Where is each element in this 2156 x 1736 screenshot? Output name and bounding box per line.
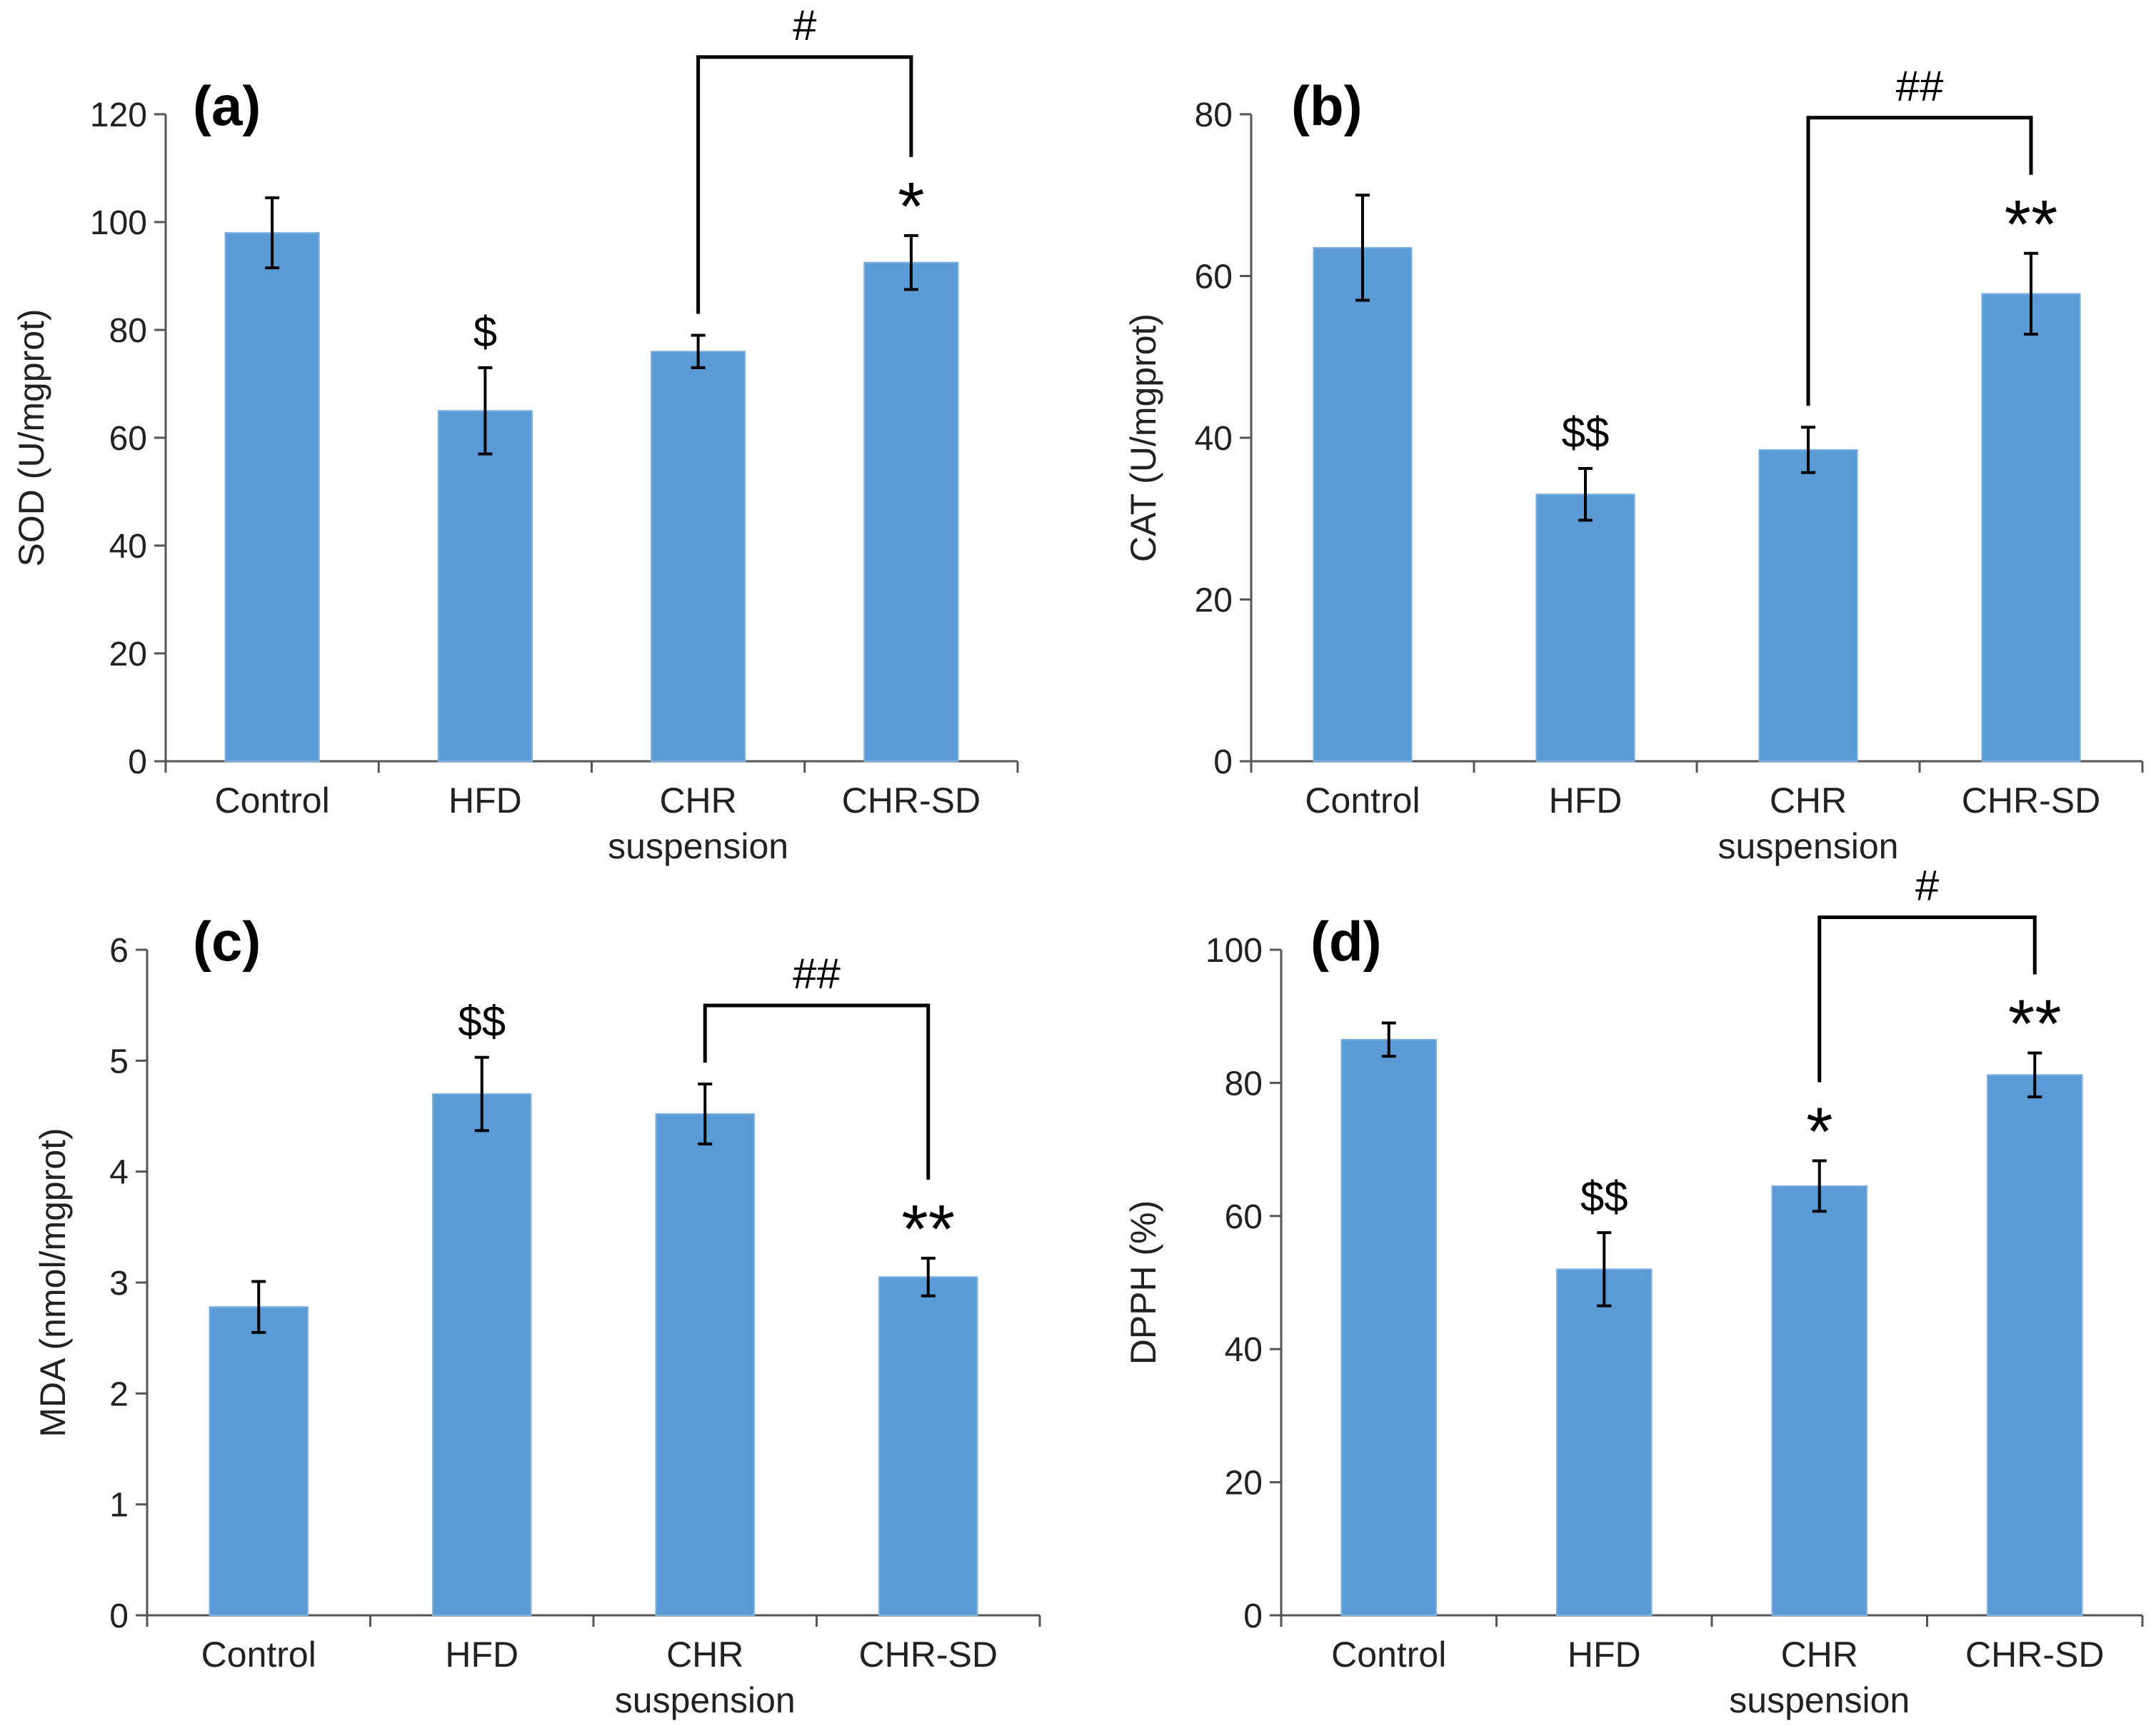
x-tick-label: Control [1305,781,1420,821]
panel-b: 0 20 40 60 80 CAT (U/mgprot) (b) Control HFD $$ CH… [1123,62,2144,866]
y-tick-label: 2 [109,1375,129,1413]
y-tick-label: 80 [1225,1065,1263,1103]
x-tick-label: CHR suspension [615,1635,796,1720]
bar [1771,1185,1868,1616]
bar [1986,1074,2083,1616]
significance-label: $ [473,308,497,356]
x-tick-label: Control [201,1635,316,1675]
bracket-label: ## [1896,62,1944,110]
y-tick-label: 100 [1205,932,1263,970]
y-axis-label: MDA (nmol/mgprot) [33,1128,73,1437]
bar [1981,293,2081,763]
y-tick-label: 0 [109,1597,129,1635]
significance-label: ** [2005,186,2058,263]
y-tick-label: 40 [1225,1331,1263,1369]
bar [1340,1038,1438,1616]
bracket-label: ## [793,950,841,998]
y-tick-label: 120 [90,96,147,134]
panel-label: (d) [1310,910,1382,973]
bar [1535,493,1635,763]
significance-label: $$ [1562,408,1610,456]
panel-label: (a) [193,74,261,137]
bar [655,1113,755,1616]
x-tick-label: HFD [448,781,522,821]
x-tick-label: CHR suspension [1729,1635,1910,1720]
y-tick-label: 80 [1195,96,1233,134]
y-tick-label: 40 [1195,420,1233,458]
panel-label: (c) [193,910,261,973]
panel-c: 0 1 2 3 4 5 6 MDA (nmol/mgprot) (c) Control HFD $$ C… [33,910,1041,1720]
y-tick-label: 100 [90,204,147,242]
x-tick-label: Control [215,781,330,821]
y-tick-label: 60 [1225,1198,1263,1236]
significance-label: * [898,169,924,245]
comparison-bracket [703,1003,931,1180]
x-tick-label: CHR-SD [1962,781,2100,821]
y-tick-label: 40 [109,528,147,566]
significance-label: ** [901,1191,955,1268]
y-tick-label: 60 [109,420,147,458]
significance-label: * [1806,1093,1832,1170]
bar [224,232,320,763]
x-tick-label: CHR-SD [1965,1635,2104,1675]
x-tick-label: CHR-SD [859,1635,998,1675]
significance-label: $$ [1580,1173,1628,1220]
x-tick-label: HFD [445,1635,518,1675]
significance-label: $$ [458,998,506,1045]
y-tick-label: 5 [109,1043,129,1080]
x-tick-label: HFD [1549,781,1623,821]
panel-a: 0 20 40 60 80 100 120 SOD (U/mgprot) (a) Control H… [11,1,1019,866]
y-tick-label: 20 [109,636,147,673]
y-tick-label: 3 [109,1265,129,1303]
x-tick-label: HFD [1568,1635,1641,1675]
y-tick-label: 20 [1225,1465,1263,1502]
panel-d: 0 20 40 60 80 100 DPPH (%) (d) Control HFD $$ CHR su… [1123,861,2144,1720]
y-tick-label: 0 [128,743,147,781]
comparison-bracket [1817,915,2037,1083]
significance-label: ** [2008,985,2062,1062]
panel-label: (b) [1291,74,1363,137]
y-tick-label: 20 [1195,582,1233,620]
bracket-label: # [793,1,817,49]
bar [1758,448,1858,762]
x-tick-label: Control [1331,1635,1446,1675]
y-tick-label: 80 [109,312,147,350]
y-tick-label: 0 [1213,743,1233,781]
bar [437,410,533,762]
y-tick-label: 4 [109,1154,129,1192]
x-tick-label: CHR suspension [608,781,788,866]
y-axis-label: DPPH (%) [1123,1200,1163,1365]
comparison-bracket [696,55,913,314]
y-axis-label: CAT (U/mgprot) [1123,313,1163,562]
bar [651,351,746,762]
x-tick-label: CHR suspension [1718,781,1899,866]
y-tick-label: 1 [109,1487,129,1525]
bar [209,1306,309,1616]
bar [432,1093,532,1616]
y-tick-label: 6 [109,932,129,970]
bar [878,1276,978,1616]
y-tick-label: 60 [1195,259,1233,296]
y-tick-label: 0 [1243,1597,1263,1635]
x-tick-label: CHR-SD [842,781,981,821]
bar [1313,246,1413,762]
y-axis-label: SOD (U/mgprot) [11,308,51,566]
comparison-bracket [1806,116,2033,406]
bracket-label: # [1915,861,1940,909]
bar [1555,1268,1653,1616]
bar [863,261,959,762]
